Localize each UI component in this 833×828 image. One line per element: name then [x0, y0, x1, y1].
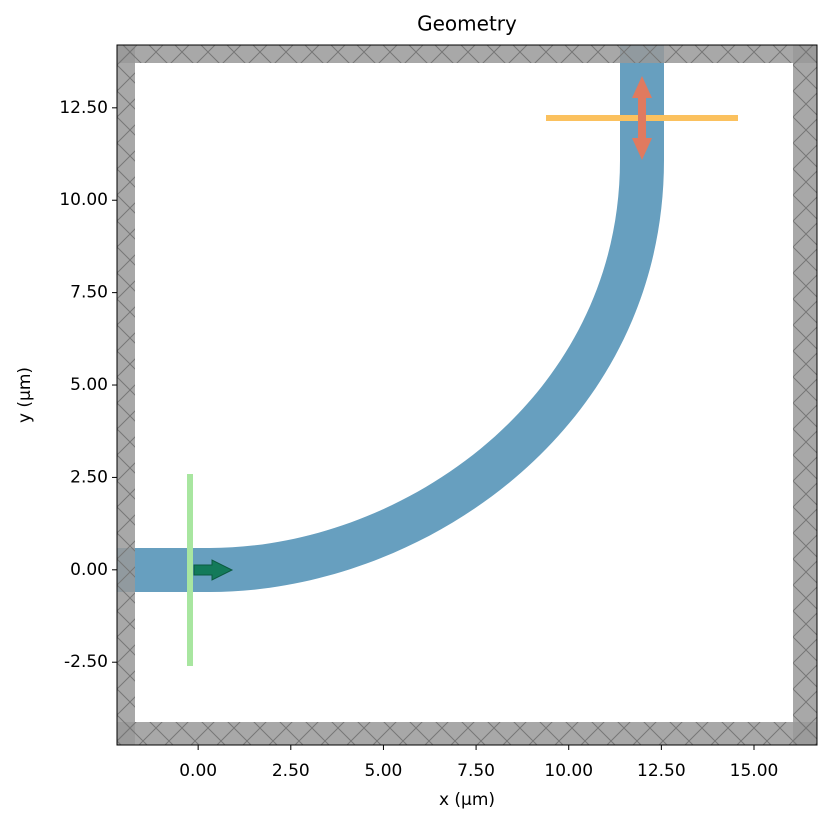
x-tick-label: 10.00 [544, 761, 593, 781]
y-tick-label: 10.00 [59, 190, 108, 210]
monitor-arrow [632, 76, 652, 160]
x-axis-label: x (µm) [439, 790, 495, 810]
y-tick-label: 5.00 [70, 375, 108, 395]
y-tick-label: 12.50 [59, 98, 108, 118]
x-tick-label: 7.50 [457, 761, 495, 781]
waveguide [117, 45, 664, 592]
pml [117, 45, 817, 745]
y-tick-label: 0.00 [70, 560, 108, 580]
x-tick-label: 0.00 [179, 761, 217, 781]
y-axis-label: y (µm) [15, 367, 35, 423]
chart-title: Geometry [417, 12, 517, 36]
y-tick-label: 2.50 [70, 467, 108, 487]
y-tick-label: 7.50 [70, 283, 108, 303]
x-tick-label: 2.50 [272, 761, 310, 781]
x-tick-label: 15.00 [730, 761, 779, 781]
x-tick-label: 5.00 [365, 761, 403, 781]
plot-area [117, 45, 817, 745]
source-arrow [193, 559, 234, 581]
x-tick-label: 12.50 [637, 761, 686, 781]
y-tick-label: -2.50 [64, 652, 108, 672]
axes-frame [116, 44, 818, 746]
